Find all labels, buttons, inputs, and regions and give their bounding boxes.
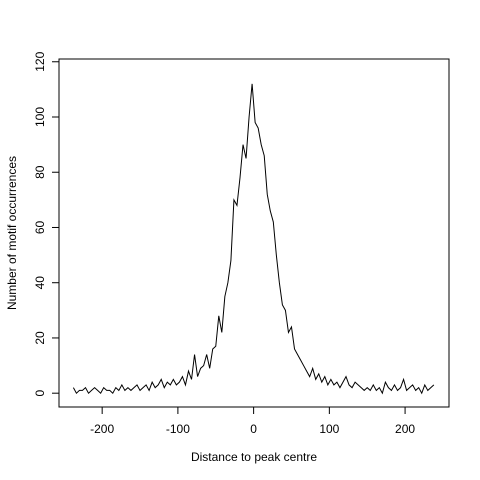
data-line	[72, 83, 435, 395]
x-tick-label: 100	[319, 422, 339, 436]
x-axis-label: Distance to peak centre	[191, 450, 317, 464]
y-tick-label: 60	[33, 220, 47, 234]
x-tick-label: -100	[166, 422, 190, 436]
x-tick-label: 0	[250, 422, 257, 436]
x-tick-label: 200	[395, 422, 415, 436]
y-tick-label: 100	[33, 107, 47, 127]
y-tick-label: 80	[33, 165, 47, 179]
y-tick-label: 40	[33, 276, 47, 290]
y-tick-label: 20	[33, 331, 47, 345]
y-tick-label: 0	[33, 390, 47, 397]
x-tick-label: -200	[90, 422, 114, 436]
y-axis-label: Number of motif occurrences	[5, 156, 19, 310]
y-tick-label: 120	[33, 51, 47, 71]
